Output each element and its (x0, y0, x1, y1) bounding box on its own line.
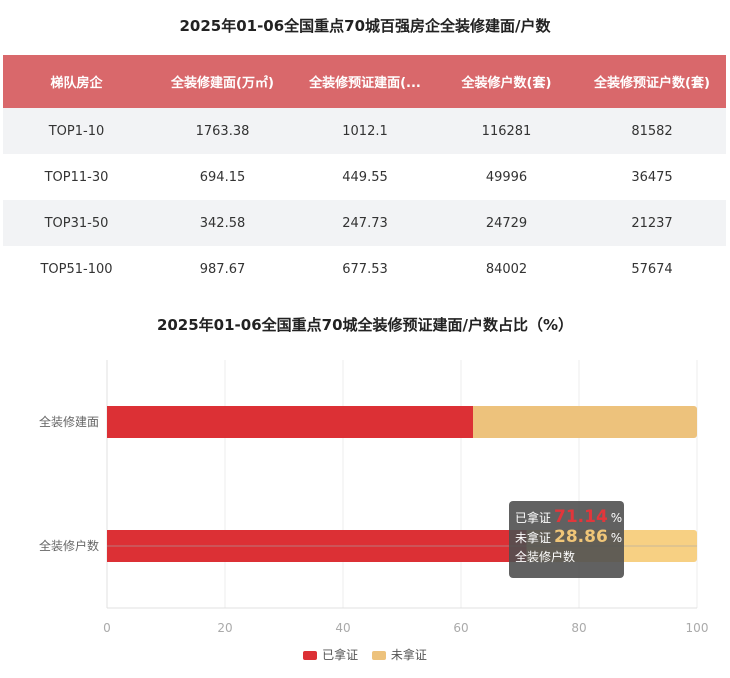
table-row: TOP31-50 342.58 247.73 24729 21237 (3, 200, 726, 246)
tooltip-label-certified: 已拿证 (515, 511, 552, 525)
header-cell[interactable]: 全装修预证户数(套) (578, 55, 726, 108)
x-tick-label: 60 (453, 621, 468, 635)
table-title: 2025年01-06全国重点70城百强房企全装修建面/户数 (179, 17, 551, 35)
y-tick-label: 全装修户数 (39, 538, 99, 553)
bar-segment-join (473, 406, 480, 438)
tooltip-label-uncertified: 未拿证 (515, 531, 552, 545)
header-cell[interactable]: 全装修建面(万㎡) (150, 55, 295, 108)
tooltip-category: 全装修户数 (515, 550, 576, 564)
x-tick-label: 40 (335, 621, 350, 635)
table-cell: 342.58 (150, 200, 295, 246)
tooltip-unit: % (610, 531, 623, 545)
table-row: TOP1-10 1763.38 1012.1 116281 81582 (3, 108, 726, 154)
table-cell: 247.73 (295, 200, 435, 246)
chart-legend: 已拿证 未拿证 (0, 646, 730, 663)
legend-item-certified[interactable]: 已拿证 (303, 646, 358, 663)
header-cell[interactable]: 全装修户数(套) (435, 55, 578, 108)
tooltip-unit: % (610, 511, 623, 525)
table-cell: 987.67 (199, 261, 246, 277)
header-cell[interactable]: 梯队房企 (3, 55, 150, 108)
table-cell: 81582 (578, 108, 726, 154)
y-tick-label: 全装修建面 (39, 414, 99, 429)
table-cell: 449.55 (342, 169, 388, 185)
table-header-row: 梯队房企 全装修建面(万㎡) 全装修预证建面(... 全装修户数(套) 全装修预… (3, 55, 726, 108)
table-cell: 21237 (578, 200, 726, 246)
legend-label: 已拿证 (322, 648, 359, 662)
legend-swatch (371, 651, 386, 660)
chart-tooltip: 已拿证 71.14% 未拿证 28.86% 全装修户数 (509, 501, 624, 578)
table-cell: 57674 (631, 261, 673, 277)
table-cell: TOP51-100 (40, 261, 113, 277)
chart-title: 2025年01-06全国重点70城全装修预证建面/户数占比（%） (156, 316, 574, 334)
table-cell: 694.15 (199, 169, 246, 185)
table-cell: TOP31-50 (3, 200, 150, 246)
table-cell: 116281 (435, 108, 578, 154)
data-table: 梯队房企 全装修建面(万㎡) 全装修预证建面(... 全装修户数(套) 全装修预… (3, 55, 726, 292)
header-cell[interactable]: 全装修预证建面(... (295, 55, 435, 108)
tooltip-row-uncertified: 未拿证 28.86% (515, 527, 622, 547)
table-cell: 1763.38 (150, 108, 295, 154)
table-cell: 36475 (631, 169, 673, 185)
bar-segment (473, 406, 697, 438)
tooltip-value-certified: 71.14 (554, 507, 608, 527)
table-cell: TOP11-30 (44, 169, 109, 185)
legend-label: 未拿证 (390, 648, 427, 662)
table-cell: TOP1-10 (3, 108, 150, 154)
legend-item-uncertified[interactable]: 未拿证 (371, 646, 427, 663)
bar-segment (107, 406, 474, 438)
table-cell: 49996 (485, 169, 528, 185)
table-row: TOP11-30 694.15 449.55 49996 36475 (3, 154, 726, 200)
table-cell: 24729 (435, 200, 578, 246)
legend-swatch (303, 651, 318, 660)
x-tick-label: 100 (686, 621, 709, 635)
x-tick-label: 20 (217, 621, 232, 635)
tooltip-value-uncertified: 28.86 (554, 527, 608, 547)
table-cell: 677.53 (342, 261, 388, 277)
tooltip-row-certified: 已拿证 71.14% (515, 507, 622, 527)
table-cell: 1012.1 (295, 108, 435, 154)
x-tick-label: 0 (103, 621, 111, 635)
x-tick-label: 80 (571, 621, 586, 635)
table-row: TOP51-100 987.67 677.53 84002 57674 (3, 246, 726, 292)
table-cell: 84002 (485, 261, 528, 277)
